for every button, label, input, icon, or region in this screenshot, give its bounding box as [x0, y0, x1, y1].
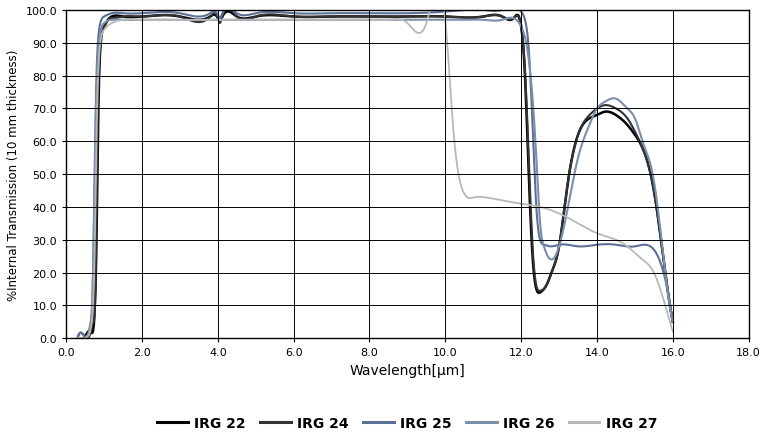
- IRG 26: [507, 16, 516, 21]
- IRG 22: [419, 15, 429, 20]
- IRG 22: [223, 10, 233, 15]
- IRG 26: [434, 18, 443, 23]
- IRG 25: [220, 8, 230, 13]
- IRG 24: [435, 15, 444, 20]
- IRG 24: [73, 336, 82, 341]
- IRG 26: [452, 18, 462, 23]
- IRG 25: [586, 243, 595, 249]
- IRG 25: [453, 9, 462, 14]
- IRG 27: [435, 8, 444, 13]
- Line: IRG 27: IRG 27: [78, 11, 673, 339]
- IRG 22: [435, 15, 444, 20]
- IRG 24: [109, 16, 118, 22]
- IRG 26: [73, 336, 82, 341]
- IRG 22: [453, 16, 462, 21]
- IRG 27: [525, 203, 535, 208]
- IRG 25: [73, 336, 82, 341]
- IRG 22: [73, 336, 82, 341]
- X-axis label: Wavelength[μm]: Wavelength[μm]: [349, 363, 465, 377]
- IRG 25: [109, 11, 118, 16]
- IRG 27: [586, 228, 595, 233]
- IRG 26: [109, 18, 118, 23]
- IRG 22: [525, 198, 535, 204]
- IRG 24: [668, 319, 677, 325]
- IRG 24: [419, 15, 429, 20]
- IRG 25: [668, 319, 677, 325]
- Y-axis label: %Internal Transmission (10 mm thickness): %Internal Transmission (10 mm thickness): [7, 49, 20, 300]
- IRG 27: [419, 29, 428, 34]
- IRG 27: [73, 336, 82, 341]
- IRG 26: [668, 319, 677, 325]
- IRG 27: [453, 166, 462, 171]
- IRG 27: [109, 20, 118, 26]
- IRG 25: [525, 64, 535, 69]
- IRG 24: [221, 8, 230, 13]
- IRG 24: [586, 112, 595, 117]
- IRG 25: [419, 11, 429, 16]
- IRG 22: [668, 319, 677, 325]
- IRG 25: [435, 10, 444, 16]
- IRG 27: [425, 8, 435, 13]
- IRG 24: [525, 183, 535, 188]
- Line: IRG 26: IRG 26: [78, 19, 673, 339]
- IRG 27: [668, 329, 677, 335]
- Line: IRG 22: IRG 22: [78, 13, 673, 339]
- Line: IRG 25: IRG 25: [78, 11, 673, 339]
- Legend: IRG 22, IRG 24, IRG 25, IRG 26, IRG 27: IRG 22, IRG 24, IRG 25, IRG 26, IRG 27: [151, 411, 664, 434]
- Line: IRG 24: IRG 24: [78, 11, 673, 339]
- IRG 22: [109, 14, 118, 20]
- IRG 26: [525, 66, 535, 72]
- IRG 24: [453, 16, 462, 21]
- IRG 26: [586, 119, 595, 125]
- IRG 22: [586, 116, 595, 121]
- IRG 26: [419, 18, 428, 23]
